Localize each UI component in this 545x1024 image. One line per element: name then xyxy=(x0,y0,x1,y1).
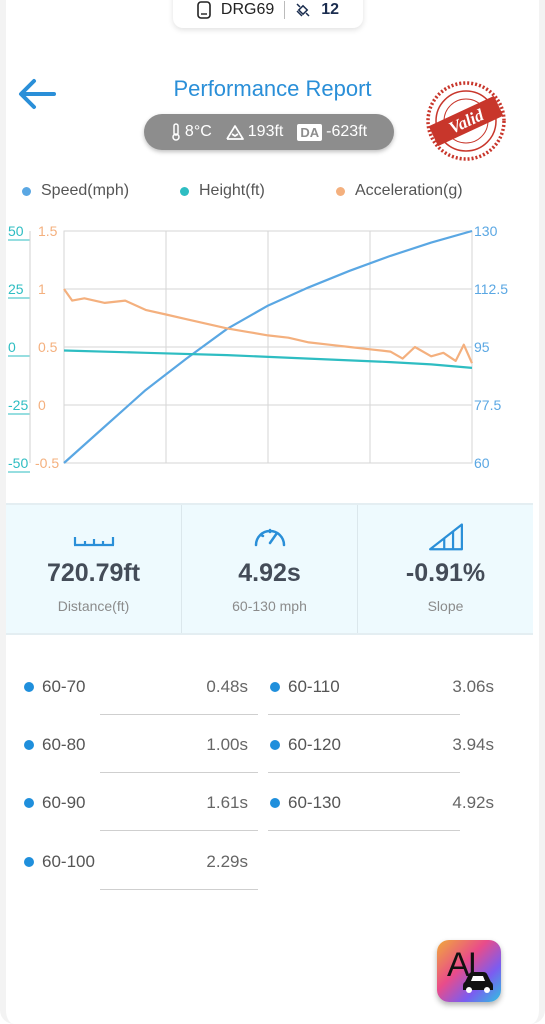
density-altitude-value: -623ft xyxy=(326,123,368,140)
speed-tick-label: 130 xyxy=(474,223,498,239)
split-item: 60-100 xyxy=(24,852,95,872)
temperature-readout: 8°C xyxy=(171,123,212,141)
split-item: 60-80 xyxy=(24,735,85,755)
conditions-pill: 8°C 193ft DA -623ft xyxy=(144,114,394,150)
split-dot xyxy=(270,682,280,692)
distance-stat: 720.79ft Distance(ft) xyxy=(6,505,181,633)
speed-tick-label: 95 xyxy=(474,339,490,355)
device-status-pill[interactable]: DRG69 12 xyxy=(173,0,363,28)
valid-stamp: Valid xyxy=(426,81,506,161)
acceleration-tick-label: -0.5 xyxy=(35,455,59,471)
device-name: DRG69 xyxy=(220,1,275,18)
height-tick-label: 50 xyxy=(8,223,24,239)
split-item: 60-130 xyxy=(270,793,341,813)
speed-tick-label: 112.5 xyxy=(474,281,508,297)
acceleration-tick-label: 0 xyxy=(38,397,46,413)
thermometer-icon xyxy=(172,123,180,141)
split-divider xyxy=(268,714,460,715)
split-range: 60-90 xyxy=(42,793,86,812)
split-item: 60-90 xyxy=(24,793,85,813)
mountain-icon xyxy=(226,125,244,140)
ruler-icon xyxy=(73,537,114,547)
height-tick-label: 25 xyxy=(8,281,24,297)
series-line-height xyxy=(63,349,473,369)
split-dot xyxy=(24,740,34,750)
split-dot xyxy=(24,682,34,692)
split-divider xyxy=(268,830,460,831)
legend-item-acceleration: Acceleration(g) xyxy=(336,182,463,200)
performance-chart: 50 25 0 -25 -50 1.5 1 0.5 0 -0.5 130 112.5 95 77.5 60 xyxy=(8,223,508,473)
split-divider xyxy=(100,714,258,715)
stats-panel: 720.79ft Distance(ft) 4.92s 60-130 mph -… xyxy=(6,503,533,635)
speed-tick-label: 77.5 xyxy=(474,397,501,413)
split-divider xyxy=(100,772,258,773)
slope-icon xyxy=(428,523,463,551)
time-stat: 4.92s 60-130 mph xyxy=(181,505,357,633)
legend-item-speed: Speed(mph) xyxy=(22,182,129,200)
series-line-accel xyxy=(63,288,474,364)
speed-tick-label: 60 xyxy=(474,455,490,471)
split-range: 60-110 xyxy=(288,677,340,696)
legend-label: Height(ft) xyxy=(199,182,265,199)
temperature-value: 8°C xyxy=(184,123,212,140)
chart-legend: Speed(mph) Height(ft) Acceleration(g) xyxy=(0,182,545,202)
speedometer-icon xyxy=(254,528,285,547)
acceleration-tick-label: 1 xyxy=(38,281,46,297)
ai-assistant-button[interactable]: AI xyxy=(437,940,501,1002)
split-time: 0.48s xyxy=(206,677,248,696)
device-icon xyxy=(197,1,211,19)
legend-dot xyxy=(336,186,345,196)
legend-label: Speed(mph) xyxy=(41,182,130,199)
elevation-readout: 193ft xyxy=(226,123,284,141)
time-value: 4.92s xyxy=(238,559,301,587)
elevation-value: 193ft xyxy=(247,123,284,140)
page-title: Performance Report xyxy=(173,76,372,101)
distance-label: Distance(ft) xyxy=(57,598,130,614)
split-dot xyxy=(270,798,280,808)
split-time: 3.94s xyxy=(452,735,494,754)
split-time: 1.61s xyxy=(206,793,248,812)
series-line-speed xyxy=(63,229,473,464)
density-altitude-readout: DA -623ft xyxy=(297,123,367,141)
legend-dot xyxy=(22,186,31,196)
slope-value: -0.91% xyxy=(405,559,486,587)
satellite-count: 12 xyxy=(321,1,340,18)
split-time: 2.29s xyxy=(206,852,248,871)
split-item: 60-110 xyxy=(270,677,340,697)
split-divider xyxy=(100,889,258,890)
height-tick-label: -25 xyxy=(8,397,28,413)
slope-stat: -0.91% Slope xyxy=(357,505,533,633)
split-time: 4.92s xyxy=(452,793,494,812)
time-label: 60-130 mph xyxy=(232,598,307,614)
split-item: 60-120 xyxy=(270,735,341,755)
legend-label: Acceleration(g) xyxy=(355,182,463,199)
distance-value: 720.79ft xyxy=(46,559,141,587)
split-range: 60-70 xyxy=(42,677,86,696)
split-range: 60-120 xyxy=(288,735,341,754)
split-time: 3.06s xyxy=(452,677,494,696)
car-icon xyxy=(463,972,493,993)
split-divider xyxy=(100,830,258,831)
split-range: 60-130 xyxy=(288,793,341,812)
split-dot xyxy=(24,798,34,808)
satellite-icon xyxy=(296,3,310,17)
slope-label: Slope xyxy=(427,598,464,614)
split-item: 60-70 xyxy=(24,677,85,697)
height-tick-label: -50 xyxy=(8,455,28,471)
height-tick-label: 0 xyxy=(8,339,16,355)
legend-item-height: Height(ft) xyxy=(180,182,265,200)
split-range: 60-80 xyxy=(42,735,86,754)
legend-dot xyxy=(180,186,189,196)
split-dot xyxy=(24,857,34,867)
split-divider xyxy=(268,772,460,773)
back-arrow-icon[interactable] xyxy=(16,76,60,112)
split-dot xyxy=(270,740,280,750)
acceleration-tick-label: 1.5 xyxy=(38,223,58,239)
split-time: 1.00s xyxy=(206,735,248,754)
acceleration-tick-label: 0.5 xyxy=(38,339,58,355)
divider xyxy=(284,1,286,19)
density-altitude-badge: DA xyxy=(297,123,323,141)
split-range: 60-100 xyxy=(42,852,95,871)
